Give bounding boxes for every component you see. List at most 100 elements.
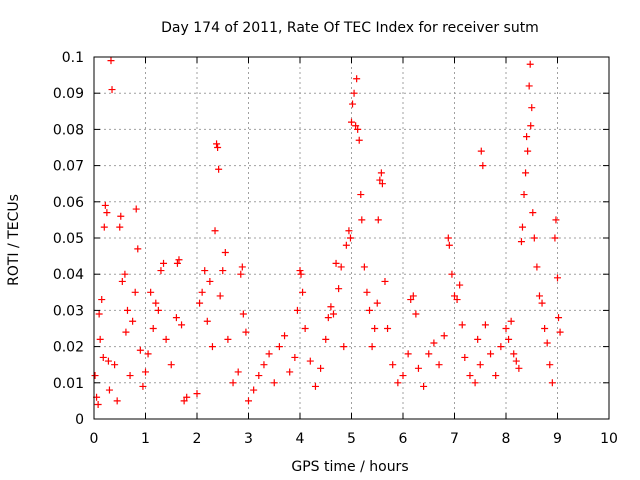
data-point bbox=[524, 147, 532, 155]
data-point bbox=[211, 227, 219, 235]
data-point bbox=[118, 277, 126, 285]
data-point bbox=[216, 292, 224, 300]
data-point bbox=[196, 299, 204, 307]
data-point bbox=[533, 263, 541, 271]
data-point bbox=[144, 350, 152, 358]
data-point bbox=[399, 372, 407, 380]
data-point bbox=[149, 325, 157, 332]
data-point bbox=[520, 191, 528, 199]
data-point bbox=[363, 288, 371, 296]
data-point bbox=[507, 317, 515, 325]
data-point bbox=[445, 241, 453, 249]
y-tick-label: 0.09 bbox=[53, 86, 84, 102]
data-point bbox=[162, 335, 170, 343]
data-point bbox=[324, 314, 332, 322]
data-point bbox=[374, 216, 382, 224]
data-point bbox=[327, 303, 335, 311]
data-point bbox=[348, 118, 355, 126]
data-point bbox=[414, 364, 422, 372]
x-tick-label: 2 bbox=[193, 431, 202, 447]
data-point bbox=[154, 306, 162, 314]
data-point bbox=[111, 361, 119, 369]
data-point bbox=[529, 209, 537, 217]
data-point bbox=[476, 361, 484, 369]
x-tick-label: 0 bbox=[90, 431, 99, 447]
data-point bbox=[255, 372, 263, 380]
y-tick-label: 0.07 bbox=[53, 159, 84, 175]
data-point bbox=[546, 361, 554, 369]
data-point bbox=[554, 274, 561, 282]
data-point bbox=[311, 382, 319, 390]
data-point bbox=[340, 343, 348, 351]
data-point bbox=[260, 361, 268, 369]
y-tick-label: 0 bbox=[75, 412, 84, 428]
data-point bbox=[384, 325, 392, 332]
y-tick-label: 0.04 bbox=[53, 267, 84, 283]
data-point bbox=[556, 328, 564, 336]
data-point bbox=[281, 332, 289, 340]
data-point bbox=[299, 288, 307, 296]
data-point bbox=[180, 397, 188, 405]
data-point bbox=[100, 223, 108, 231]
data-point bbox=[510, 350, 518, 358]
data-point bbox=[160, 259, 168, 267]
data-point bbox=[265, 350, 273, 358]
data-point bbox=[371, 325, 379, 332]
x-tick-label: 8 bbox=[502, 431, 511, 447]
data-point bbox=[346, 234, 354, 242]
x-tick-label: 3 bbox=[244, 431, 253, 447]
data-point bbox=[538, 299, 546, 307]
data-point bbox=[121, 270, 129, 278]
data-point bbox=[543, 339, 551, 347]
data-point bbox=[95, 310, 103, 318]
data-point bbox=[474, 335, 482, 343]
data-point bbox=[355, 136, 363, 144]
data-point bbox=[96, 335, 104, 343]
data-point bbox=[103, 209, 111, 217]
data-point bbox=[368, 343, 376, 351]
data-point bbox=[142, 368, 149, 376]
data-point bbox=[512, 357, 520, 365]
data-point bbox=[91, 372, 99, 380]
data-point bbox=[219, 267, 227, 275]
data-point bbox=[224, 335, 232, 343]
data-point bbox=[377, 169, 385, 177]
data-point bbox=[215, 165, 223, 173]
data-point bbox=[245, 397, 252, 405]
data-point bbox=[548, 379, 556, 387]
data-point bbox=[435, 361, 443, 369]
data-point bbox=[329, 310, 337, 318]
data-point bbox=[134, 245, 142, 253]
data-point bbox=[477, 147, 485, 155]
data-point bbox=[350, 89, 358, 97]
data-point bbox=[448, 270, 456, 278]
axis-ticks: 0 1 2 3 4 5 6 7 8 9 10 0 0.01 0.02 0.03 0.04 0.05 0.06 0.0… bbox=[53, 50, 618, 447]
x-tick-label: 4 bbox=[296, 431, 305, 447]
data-point bbox=[108, 86, 116, 94]
data-point bbox=[525, 82, 533, 90]
data-point bbox=[94, 401, 102, 409]
chart-title: Day 174 of 2011, Rate Of TEC Index for r… bbox=[161, 20, 539, 36]
data-point bbox=[358, 216, 366, 224]
data-point bbox=[492, 372, 500, 380]
data-point bbox=[456, 281, 464, 289]
data-point bbox=[458, 321, 466, 329]
data-point bbox=[425, 350, 433, 358]
y-tick-label: 0.1 bbox=[62, 50, 84, 66]
data-point bbox=[522, 169, 530, 177]
data-point bbox=[555, 314, 563, 322]
data-point bbox=[394, 379, 402, 387]
data-point bbox=[337, 263, 345, 271]
x-tick-label: 10 bbox=[600, 431, 618, 447]
data-point bbox=[357, 191, 365, 199]
data-point bbox=[104, 357, 112, 365]
data-point bbox=[420, 382, 428, 390]
data-point bbox=[242, 328, 250, 336]
data-point bbox=[352, 122, 360, 130]
x-axis-label: GPS time / hours bbox=[291, 459, 408, 475]
data-point bbox=[291, 353, 299, 361]
data-point bbox=[497, 343, 505, 351]
data-point bbox=[275, 343, 283, 351]
data-point bbox=[237, 270, 245, 278]
data-point bbox=[175, 256, 183, 264]
